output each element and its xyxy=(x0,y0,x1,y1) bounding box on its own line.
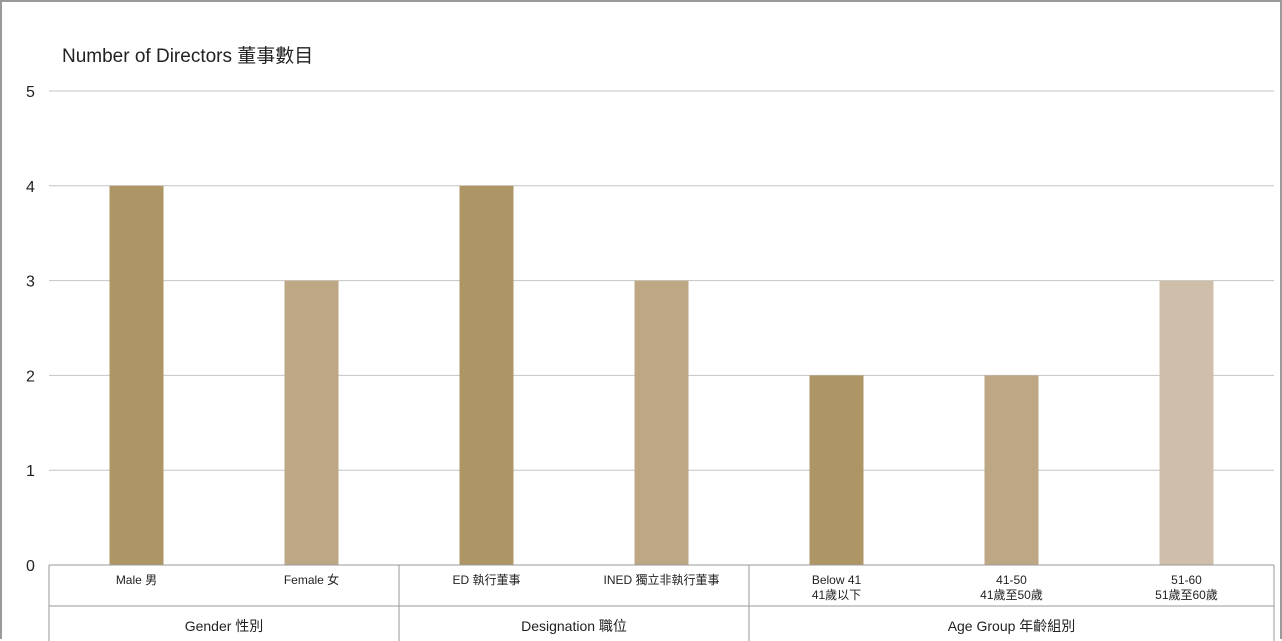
bar xyxy=(109,185,164,566)
x-tick-label: Male 男 xyxy=(116,573,157,587)
group-label: Designation 職位 xyxy=(521,618,627,634)
bar xyxy=(459,185,514,566)
x-tick-label: 51-60 51歲至60歲 xyxy=(1155,573,1218,602)
chart-title: Number of Directors 董事數目 xyxy=(62,45,313,67)
x-tick-label: Female 女 xyxy=(284,572,339,587)
x-tick-label: Below 41 41歲以下 xyxy=(812,573,862,602)
bar xyxy=(984,375,1039,565)
bar xyxy=(1159,280,1214,565)
x-tick-label: ED 執行董事 xyxy=(452,573,520,587)
x-axis: Male 男 Female 女 ED 執行董事 INED 獨立非執行董事 Below 4… xyxy=(48,564,1275,641)
y-tick-label: 3 xyxy=(26,274,35,291)
bar xyxy=(634,280,689,565)
bars xyxy=(109,185,1214,566)
y-tick-label: 5 xyxy=(26,84,35,101)
y-tick-label: 0 xyxy=(26,558,35,575)
y-tick-label: 2 xyxy=(26,368,35,385)
group-label: Gender 性別 xyxy=(185,618,264,634)
y-tick-label: 1 xyxy=(26,463,35,480)
group-label: Age Group 年齡組別 xyxy=(948,618,1076,634)
bar xyxy=(284,280,339,565)
x-tick-label: 41-50 41歲至50歲 xyxy=(980,573,1043,602)
x-tick-label: INED 獨立非執行董事 xyxy=(603,572,719,587)
y-tick-label: 4 xyxy=(26,179,35,196)
bar xyxy=(809,375,864,565)
